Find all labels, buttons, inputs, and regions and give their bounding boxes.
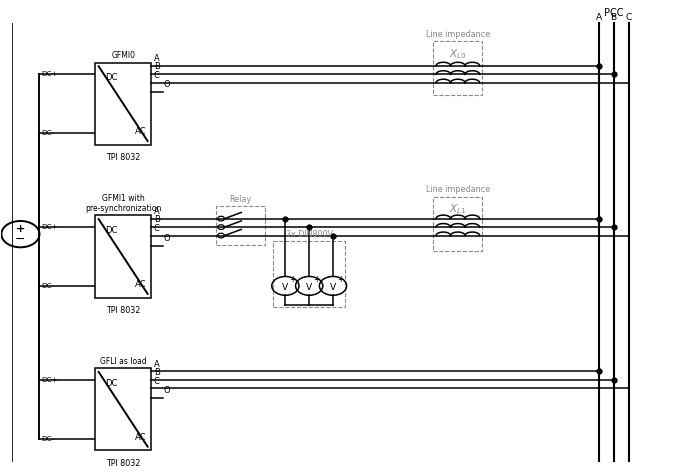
Text: V: V (282, 283, 288, 292)
Text: −: − (15, 233, 26, 246)
Text: DC+: DC+ (41, 71, 57, 77)
Text: V: V (330, 283, 336, 292)
Text: B: B (154, 215, 160, 224)
Text: C: C (154, 71, 160, 80)
Text: O: O (164, 386, 171, 395)
Text: DC: DC (104, 379, 117, 388)
Bar (95, 215, 151, 298)
Text: AC: AC (135, 127, 146, 136)
Text: B: B (611, 13, 617, 22)
Text: A: A (154, 207, 160, 216)
Text: AC: AC (135, 280, 146, 289)
Text: AC: AC (135, 433, 146, 442)
Bar (273, 241, 345, 307)
Text: C: C (626, 13, 632, 22)
Bar (433, 196, 482, 251)
Text: V: V (306, 283, 312, 292)
Text: TPI 8032: TPI 8032 (106, 459, 140, 468)
Text: TPI 8032: TPI 8032 (106, 153, 140, 162)
Text: DC+: DC+ (41, 377, 57, 383)
Text: +: + (337, 275, 344, 284)
Text: TPI 8032: TPI 8032 (106, 306, 140, 315)
Text: A: A (154, 359, 160, 368)
Text: DC-: DC- (41, 436, 54, 442)
Text: DC+: DC+ (41, 224, 57, 230)
Bar (95, 62, 151, 145)
Text: PCC: PCC (604, 8, 624, 18)
Text: $X_{L0}$: $X_{L0}$ (449, 47, 466, 61)
Text: O: O (164, 80, 171, 89)
Text: Line impedance: Line impedance (426, 185, 490, 194)
Text: GFLI as load: GFLI as load (100, 357, 147, 366)
Text: A: A (154, 54, 160, 63)
Text: Relay: Relay (229, 195, 251, 204)
Bar (216, 206, 264, 245)
Text: DC-: DC- (41, 283, 54, 289)
Bar (433, 41, 482, 96)
Text: +: + (290, 275, 296, 284)
Text: GFMI0: GFMI0 (111, 51, 135, 60)
Text: B: B (154, 368, 160, 377)
Text: Line impedance: Line impedance (426, 30, 490, 39)
Text: B: B (154, 62, 160, 71)
Text: C: C (154, 224, 160, 233)
Text: O: O (164, 234, 171, 243)
Text: $X_{L1}$: $X_{L1}$ (449, 202, 466, 216)
Text: GFMI1 with
pre-synchronization: GFMI1 with pre-synchronization (85, 193, 161, 213)
Text: DC-: DC- (41, 130, 54, 136)
Text: +: + (16, 224, 25, 234)
Text: 3x DIN800V: 3x DIN800V (285, 230, 333, 239)
Bar (95, 368, 151, 450)
Text: A: A (596, 13, 602, 22)
Text: C: C (154, 377, 160, 385)
Text: DC: DC (104, 226, 117, 235)
Text: DC: DC (104, 73, 117, 82)
Text: +: + (313, 275, 320, 284)
